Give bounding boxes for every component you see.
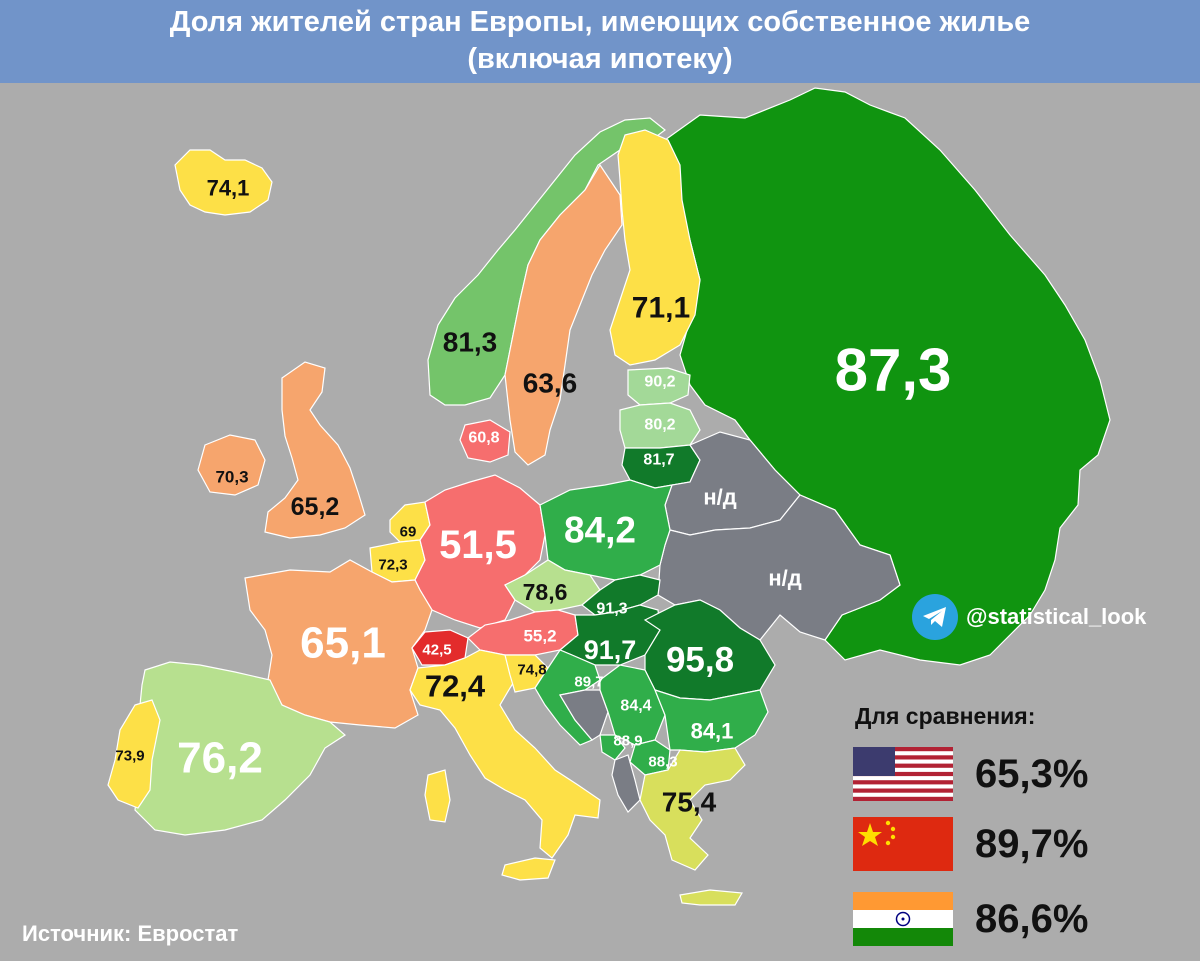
value-label-sweden: 63,6 <box>523 368 578 399</box>
country-denmark <box>459 419 511 463</box>
value-label-russia: 87,3 <box>835 337 952 404</box>
country-bosnia <box>559 689 609 741</box>
country-bulgaria <box>653 689 769 753</box>
country-estonia <box>627 367 691 406</box>
country-russia <box>664 87 1111 666</box>
value-label-north-macedonia: 88,3 <box>648 754 677 771</box>
value-label-slovakia: 91,3 <box>596 601 627 618</box>
comparison-value-india: 86,6% <box>975 896 1089 941</box>
value-label-montenegro: 88,9 <box>613 733 642 750</box>
telegram-watermark: @statistical_look <box>912 593 1146 641</box>
value-label-germany: 51,5 <box>439 523 517 567</box>
country-latvia <box>619 402 701 449</box>
usa-flag-icon <box>853 747 953 801</box>
value-label-estonia: 90,2 <box>644 374 675 391</box>
value-label-iceland: 74,1 <box>207 176 250 201</box>
value-label-switzerland: 42,5 <box>422 642 451 659</box>
comparison-title: Для сравнения: <box>855 703 1036 729</box>
value-label-croatia: 89,7 <box>574 674 603 691</box>
comparison-row-india: 86,6% <box>853 890 1153 948</box>
value-label-austria: 55,2 <box>523 627 556 646</box>
country-switzerland <box>411 629 469 666</box>
country-greece <box>639 747 746 871</box>
country-ukraine <box>657 494 901 641</box>
value-label-norway: 81,3 <box>443 327 498 358</box>
comparison-row-china: 89,7% <box>853 815 1153 873</box>
value-label-belgium: 72,3 <box>378 557 407 574</box>
island-sicily <box>501 857 556 881</box>
country-albania <box>611 754 641 813</box>
value-label-spain: 76,2 <box>177 734 263 783</box>
country-portugal <box>107 699 161 809</box>
country-montenegro <box>599 734 626 761</box>
value-label-slovenia: 74,8 <box>517 662 546 679</box>
india-flag-icon <box>853 892 953 946</box>
value-label-latvia: 80,2 <box>644 417 675 434</box>
value-label-italy: 72,4 <box>425 669 486 704</box>
value-label-portugal: 73,9 <box>115 748 144 765</box>
value-label-lithuania: 81,7 <box>643 452 674 469</box>
value-label-romania: 95,8 <box>666 641 734 680</box>
country-shapes <box>107 87 1111 906</box>
value-label-france: 65,1 <box>300 619 386 668</box>
country-ireland <box>197 434 266 496</box>
source-note: Источник: Евростат <box>22 921 239 946</box>
comparison-row-usa: 65,3% <box>853 745 1153 803</box>
country-finland <box>609 129 701 366</box>
title-line-1: Доля жителей стран Европы, имеющих собст… <box>169 6 1031 38</box>
island-crete <box>679 889 743 906</box>
country-sweden <box>504 163 623 466</box>
value-label-serbia: 84,4 <box>620 698 651 715</box>
map-title-banner: Доля жителей стран Европы, имеющих собст… <box>0 0 1200 83</box>
value-label-finland: 71,1 <box>632 292 690 325</box>
value-labels: 87,3 74,1 81,3 63,6 71,1 90,2 80,2 81,7 н/д н/д 70… <box>115 176 951 818</box>
value-label-poland: 84,2 <box>564 510 636 551</box>
value-label-bulgaria: 84,1 <box>691 719 734 744</box>
island-sardinia <box>424 769 451 823</box>
value-label-greece: 75,4 <box>662 787 717 818</box>
value-label-hungary: 91,7 <box>584 635 637 665</box>
telegram-handle: @statistical_look <box>966 604 1147 629</box>
value-label-belarus: н/д <box>703 485 736 510</box>
value-label-czechia: 78,6 <box>523 579 568 605</box>
comparison-value-usa: 65,3% <box>975 751 1089 796</box>
value-label-ireland: 70,3 <box>215 468 248 487</box>
country-iceland <box>174 149 273 216</box>
value-label-netherlands: 69 <box>400 524 417 541</box>
telegram-icon <box>912 594 958 640</box>
value-label-uk: 65,2 <box>291 493 340 521</box>
value-label-ukraine: н/д <box>768 566 801 591</box>
country-uk <box>264 361 366 539</box>
title-line-2: (включая ипотеку) <box>467 43 733 75</box>
china-flag-icon <box>853 817 953 871</box>
value-label-denmark: 60,8 <box>468 430 499 447</box>
comparison-value-china: 89,7% <box>975 821 1089 866</box>
